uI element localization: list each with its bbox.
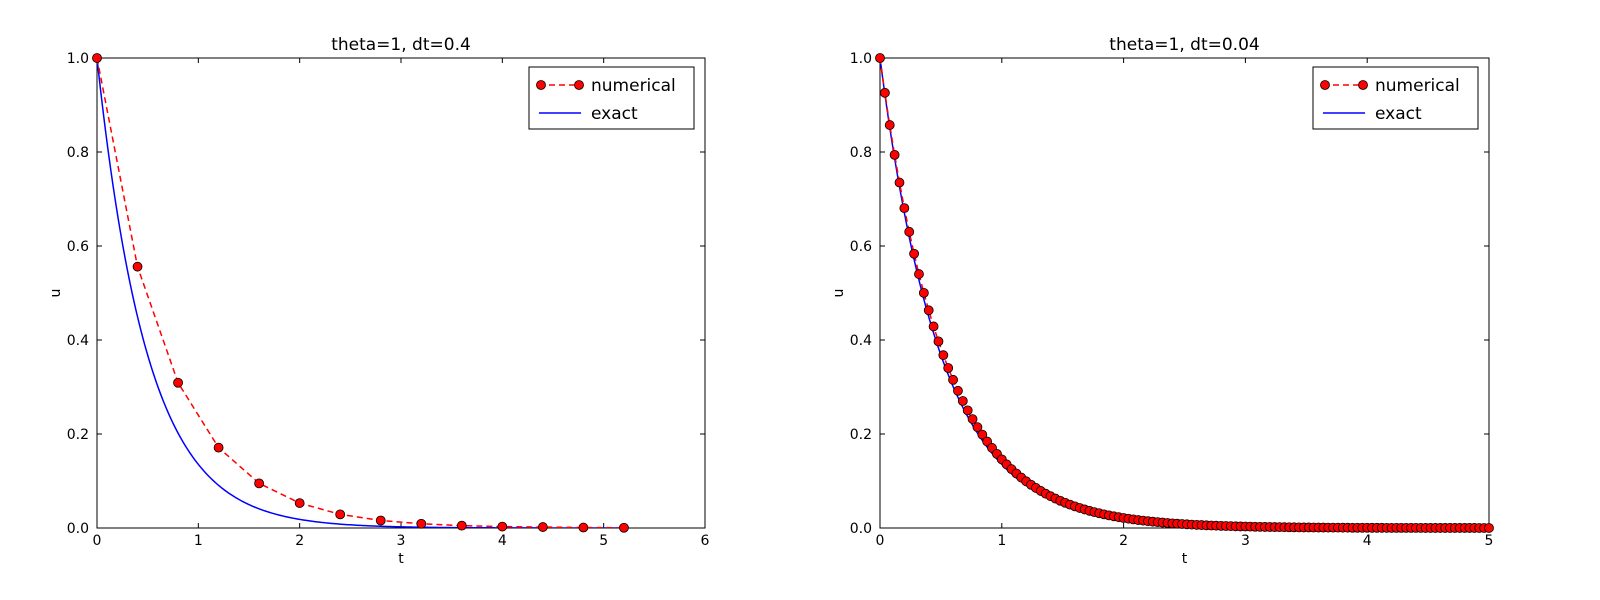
data-point-numerical xyxy=(497,521,508,532)
y-tick-label: 0.2 xyxy=(67,427,89,443)
x-tick-label: 2 xyxy=(1119,533,1128,549)
y-tick-label: 0.0 xyxy=(850,521,872,537)
legend-marker-numerical xyxy=(574,80,584,90)
x-tick-label: 0 xyxy=(876,533,885,549)
data-point-numerical xyxy=(928,321,939,332)
legend: numerical exact xyxy=(528,66,695,130)
x-tick-label: 4 xyxy=(1363,533,1372,549)
legend-label-exact: exact xyxy=(591,104,638,124)
x-tick-label: 4 xyxy=(498,533,507,549)
right-chart: 0 1 2 3 4 5 0.0 0.2 0.4 0.6 0.8 1.0 theta=1, dt=0.04… xyxy=(831,35,1494,567)
y-tick-label: 0.4 xyxy=(850,333,872,349)
data-point-numerical xyxy=(938,350,949,361)
data-point-numerical xyxy=(977,429,988,440)
data-point-numerical xyxy=(173,377,183,388)
data-point-numerical xyxy=(294,498,305,508)
x-tick-label: 1 xyxy=(194,533,203,549)
data-point-numerical xyxy=(972,422,983,433)
legend-marker-numerical xyxy=(1320,80,1330,90)
data-point-numerical xyxy=(948,374,958,385)
y-tick-label: 0.0 xyxy=(67,521,89,537)
y-tick-label: 0.4 xyxy=(67,333,89,349)
legend-marker-numerical xyxy=(1358,80,1368,90)
data-point-numerical xyxy=(456,520,467,531)
data-point-numerical xyxy=(967,414,978,424)
y-axis-label: u xyxy=(48,289,64,298)
series-line-exact xyxy=(97,58,624,528)
data-point-numerical xyxy=(957,396,968,406)
chart-title: theta=1, dt=0.04 xyxy=(1109,35,1259,55)
legend-label-numerical: numerical xyxy=(591,76,676,96)
data-point-numerical xyxy=(537,522,548,532)
data-point-numerical xyxy=(1484,523,1494,533)
data-point-numerical xyxy=(894,177,905,188)
data-point-numerical xyxy=(982,436,993,447)
y-tick-label: 0.2 xyxy=(850,427,872,443)
data-point-numerical xyxy=(578,522,589,533)
left-chart: 0 1 2 3 4 5 6 0.0 0.2 0.4 0.6 0.8 1.0 theta=1, dt=0.4… xyxy=(48,35,710,567)
data-point-numerical xyxy=(416,518,427,529)
plot-area xyxy=(879,57,1490,529)
data-point-numerical xyxy=(918,287,929,298)
data-point-numerical xyxy=(923,305,934,316)
data-point-numerical xyxy=(933,336,944,347)
x-axis-label: t xyxy=(1182,551,1188,567)
data-point-numerical xyxy=(914,269,924,279)
data-point-numerical xyxy=(904,226,915,237)
data-point-numerical xyxy=(943,363,954,373)
legend-label-numerical: numerical xyxy=(1375,76,1460,96)
data-point-numerical xyxy=(884,120,895,130)
y-tick-label: 1.0 xyxy=(850,51,872,67)
x-tick-label: 1 xyxy=(997,533,1006,549)
y-tick-label: 0.8 xyxy=(67,145,89,161)
y-tick-label: 0.8 xyxy=(850,145,872,161)
y-tick-label: 0.6 xyxy=(67,239,89,255)
series-line-numerical xyxy=(97,58,624,528)
data-point-numerical xyxy=(909,248,920,259)
plot-area xyxy=(96,57,706,529)
x-tick-label: 0 xyxy=(93,533,102,549)
data-point-numerical xyxy=(889,149,900,160)
x-tick-label: 3 xyxy=(1241,533,1250,549)
data-point-numerical xyxy=(619,522,629,533)
plot-series-group xyxy=(97,58,624,528)
legend: numerical exact xyxy=(1312,66,1479,130)
data-point-numerical xyxy=(92,53,102,63)
x-axis-label: t xyxy=(398,551,404,567)
legend-box xyxy=(1312,66,1479,130)
data-point-numerical xyxy=(953,385,963,396)
x-tick-label: 5 xyxy=(1485,533,1494,549)
y-axis-label: u xyxy=(831,289,847,298)
x-tick-label: 2 xyxy=(295,533,304,549)
data-point-numerical xyxy=(879,87,890,98)
data-point-numerical xyxy=(875,53,885,63)
chart-title: theta=1, dt=0.4 xyxy=(331,35,471,55)
data-point-numerical xyxy=(899,203,910,214)
x-tick-label: 5 xyxy=(599,533,608,549)
legend-label-exact: exact xyxy=(1375,104,1422,124)
y-tick-label: 0.6 xyxy=(850,239,872,255)
y-tick-label: 1.0 xyxy=(67,51,89,67)
data-point-numerical xyxy=(132,261,143,272)
legend-box xyxy=(528,66,695,130)
legend-marker-numerical xyxy=(536,80,546,90)
x-tick-label: 6 xyxy=(701,533,710,549)
x-tick-label: 3 xyxy=(397,533,406,549)
data-point-numerical xyxy=(213,442,224,453)
data-point-numerical xyxy=(254,478,265,489)
data-point-numerical xyxy=(375,515,386,526)
data-point-numerical xyxy=(962,405,973,416)
data-point-numerical xyxy=(335,509,346,520)
